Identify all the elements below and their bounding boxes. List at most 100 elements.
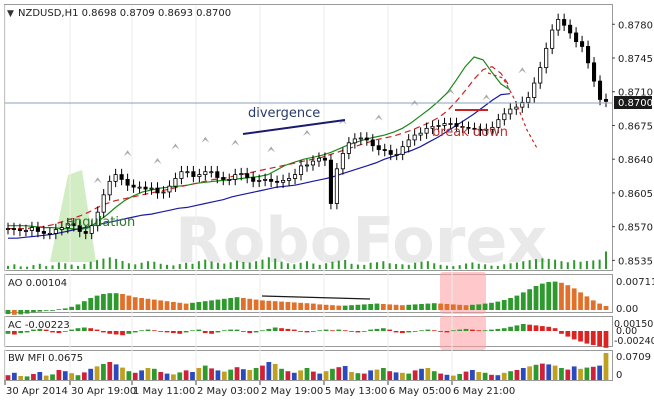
ac-bar (145, 329, 151, 331)
mfi-bar (310, 371, 316, 380)
ac-bar (546, 326, 552, 331)
volume-bar (356, 264, 359, 269)
ao-bar (527, 289, 533, 310)
mfi-bar (18, 376, 24, 380)
ac-bar (501, 328, 507, 331)
ao-bar (552, 281, 558, 310)
x-tick-label: 2 May 19:00 (261, 386, 323, 397)
ao-bar (380, 304, 386, 310)
candle-body (586, 46, 591, 64)
mfi-bar (368, 370, 373, 380)
current-price-tag (614, 96, 652, 109)
ao-bar (11, 310, 17, 315)
ao-bar (489, 302, 494, 310)
ac-bar (158, 331, 164, 332)
ao-bar (37, 310, 43, 312)
candle-body (472, 127, 477, 130)
volume-bar (465, 263, 468, 269)
x-tick-label: 6 May 05:00 (389, 386, 451, 397)
ac-bar (342, 330, 348, 332)
candle-body (221, 177, 226, 180)
ac-bar (291, 329, 297, 331)
volume-bar (503, 264, 506, 269)
volume-bar (547, 258, 550, 269)
ac-bar (285, 328, 291, 331)
volume-bar (216, 262, 219, 269)
ao-bar (120, 294, 125, 310)
volume-bar (522, 261, 525, 269)
ao-label: AO 0.00104 (8, 278, 67, 289)
candle-body (442, 123, 447, 126)
candle-body (502, 113, 507, 121)
mfi-bar (559, 368, 564, 380)
candle-body (550, 29, 555, 49)
ac-bar (412, 331, 418, 332)
candle-body (95, 211, 100, 227)
candle-body (376, 145, 381, 150)
volume-bar (515, 262, 518, 269)
candle-body (358, 137, 363, 140)
candle-body (131, 184, 136, 188)
ac-bar (533, 325, 539, 331)
mfi-bar (336, 367, 342, 380)
ac-bar (31, 329, 36, 331)
candle-body (364, 137, 369, 141)
ao-bar (546, 282, 552, 310)
ac-bar (520, 324, 526, 331)
volume-bar (185, 262, 188, 269)
ac-bar (597, 331, 603, 347)
mfi-bar (202, 365, 208, 380)
volume-bar (242, 261, 245, 269)
mfi-bar (247, 370, 253, 380)
candle-body (155, 187, 160, 194)
candle-body (173, 178, 178, 187)
volume-bar (541, 258, 544, 269)
mfi-bar (190, 372, 195, 380)
candle-body (603, 99, 609, 102)
mfi-bar (520, 368, 526, 380)
mfi-bar (565, 369, 571, 380)
fractal-marker (153, 158, 162, 164)
ao-bar (406, 304, 412, 310)
ao-bar (247, 298, 253, 310)
candle-body (23, 230, 28, 232)
volume-bar (426, 261, 429, 269)
ao-bar (482, 303, 488, 310)
volume-bar (585, 260, 588, 269)
mfi-bar (183, 370, 189, 380)
ac-tick-zero: 0.00 (616, 326, 637, 337)
x-tick-label: 6 May 21:00 (453, 386, 515, 397)
candle-body (418, 132, 423, 136)
mfi-bar (164, 373, 170, 380)
ao-bar (69, 306, 74, 310)
mfi-bar (234, 367, 240, 380)
ac-bar (221, 330, 227, 332)
volume-bar (7, 265, 9, 269)
mfi-bar (431, 371, 437, 380)
ac-bar (361, 331, 367, 332)
candle-body (316, 157, 321, 162)
ac-bar (425, 329, 431, 331)
candle-body (185, 171, 190, 174)
x-tick-label: 1 May 11:00 (133, 386, 195, 397)
ao-bar (81, 301, 87, 310)
ac-bar (139, 330, 144, 332)
ao-bar (342, 305, 348, 310)
mfi-bar (476, 372, 482, 380)
volume-bar (26, 266, 29, 269)
ao-bar (164, 301, 170, 310)
ac-bar (355, 331, 361, 333)
ac-bar (552, 328, 558, 331)
ac-bar (527, 324, 533, 331)
volume-bar (134, 264, 137, 269)
mfi-bar (387, 371, 393, 380)
mfi-bar (425, 368, 431, 380)
ac-bar (368, 329, 373, 331)
ao-bar (387, 304, 393, 310)
candle-body (304, 164, 310, 167)
mfi-bar (69, 373, 74, 380)
break-down-label: break down (432, 125, 508, 140)
ao-bar (438, 303, 443, 310)
candle-body (191, 171, 196, 177)
mfi-label: BW MFI 0.0675 (8, 353, 83, 364)
